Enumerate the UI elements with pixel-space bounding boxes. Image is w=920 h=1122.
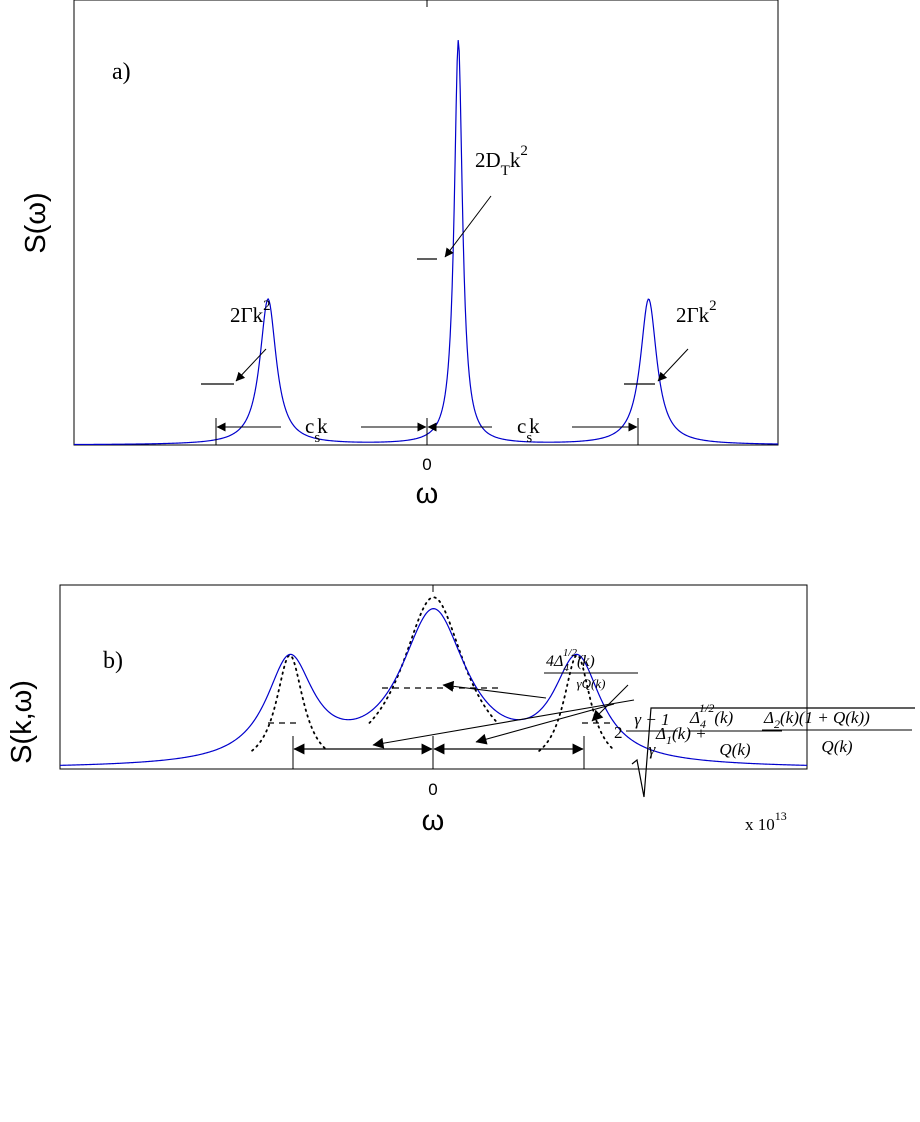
annotation-side-width: 2 γ − 1 γ Δ41/2(k) Q(k) (614, 701, 782, 759)
shift-numerator: Δ2(k)(1 + Q(k)) (763, 708, 870, 731)
panel-b-labels: b) 4Δ41/2(k) γQ(k) 2 γ − 1 γ Δ41/2(k) Q(… (6, 647, 915, 837)
annotation-rayleigh-width: 2DTk2 (475, 143, 528, 179)
annotation-shift: Δ1(k) + Δ2(k)(1 + Q(k)) Q(k) (631, 707, 915, 798)
pointer-arrow-shift-left-annotation (372, 699, 635, 749)
side-width-coef: 2 (614, 723, 623, 742)
dotted-components-b (251, 596, 616, 752)
pointer-arrow-left-a (235, 348, 267, 382)
annotation-central-width: 4Δ41/2(k) γQ(k) (544, 647, 638, 691)
pointer-arrow-right-a (657, 348, 689, 382)
side-width-frac1-den: γ (649, 740, 657, 759)
annotation-brillouin-width-left: 2Γk2 (230, 298, 271, 327)
plot-frame-a (73, 0, 779, 446)
shift-denominator: Q(k) (821, 737, 852, 756)
y-axis-label-b: S(k,ω) (6, 680, 38, 764)
y-axis-label-a: S(ω) (20, 192, 52, 253)
side-width-frac2-den: Q(k) (719, 740, 750, 759)
panel-b (59, 584, 808, 770)
pointer-arrow-center-a (444, 195, 492, 258)
annotation-shift-right-a: csk (517, 414, 540, 446)
panel-b-annotation-arrows (372, 680, 635, 749)
pointer-arrow-shift-right-annotation (475, 703, 615, 745)
pointer-arrow-central-width-annotation (442, 680, 547, 699)
panel-label-a: a) (112, 59, 131, 85)
spectrum-curve-a (74, 40, 778, 445)
sqrt-sign (631, 707, 915, 798)
x-tick-label-a: 0 (422, 455, 431, 474)
central-width-numerator: 4Δ41/2(k) (546, 647, 595, 674)
x-axis-label-b: ω (422, 805, 445, 837)
annotation-brillouin-width-right: 2Γk2 (676, 298, 717, 327)
annotation-shift-left-a: csk (305, 414, 328, 446)
shift-lead: Δ1(k) + (655, 724, 707, 747)
x-multiplier-b: x 1013 (745, 809, 787, 834)
central-width-denominator: γQ(k) (577, 676, 606, 691)
pointer-arrow-side-width-annotation (591, 684, 629, 722)
side-width-frac1-num: γ − 1 (634, 710, 669, 729)
panel-label-b: b) (103, 648, 123, 674)
x-tick-label-b: 0 (428, 780, 437, 799)
spectrum-curve-b (60, 608, 807, 766)
x-axis-label-a: ω (416, 478, 439, 510)
panel-a: a) 2DTk2 2Γk2 2Γk2 csk csk 0 ω S(ω) (20, 0, 779, 510)
